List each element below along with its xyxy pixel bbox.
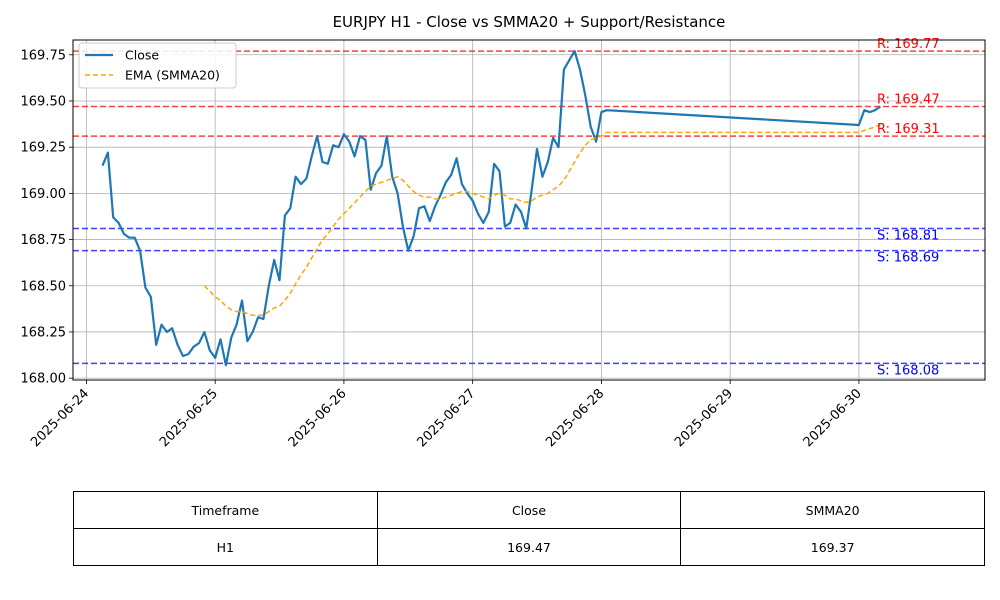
series-line-ema bbox=[203, 124, 881, 317]
legend-box bbox=[78, 42, 237, 89]
y-tick-label: 168.00 bbox=[21, 372, 67, 387]
y-tick-label: 168.25 bbox=[21, 325, 67, 340]
resistance-label: R: 169.77 bbox=[877, 37, 940, 52]
chart: EURJPY H1 - Close vs SMMA20 + Support/Re… bbox=[21, 13, 986, 450]
legend: Close EMA (SMMA20) bbox=[78, 42, 237, 89]
legend-label: Close bbox=[125, 48, 159, 63]
series-line-close bbox=[101, 49, 882, 367]
x-tick-label: 2025-06-30 bbox=[801, 386, 865, 450]
support-resistance-levels bbox=[73, 50, 985, 365]
axes: 168.00 168.25 168.50 168.75 169.00 169.25 169.… bbox=[21, 39, 986, 450]
support-label: S: 168.81 bbox=[877, 228, 939, 243]
table-header-cell: Close bbox=[376, 491, 682, 529]
table-header-row: Timeframe Close SMMA20 bbox=[73, 491, 985, 529]
table-header-cell: Timeframe bbox=[73, 491, 378, 529]
x-tick-label: 2025-06-24 bbox=[28, 386, 92, 450]
table-cell: 169.37 bbox=[680, 528, 985, 566]
plot-frame bbox=[72, 39, 986, 381]
chart-title: EURJPY H1 - Close vs SMMA20 + Support/Re… bbox=[333, 13, 726, 31]
support-label: S: 168.08 bbox=[877, 363, 939, 378]
y-tick-label: 169.00 bbox=[21, 187, 67, 202]
table-row: H1 169.47 169.37 bbox=[73, 528, 985, 566]
support-label: S: 168.69 bbox=[877, 251, 939, 266]
y-tick-label: 168.75 bbox=[21, 233, 67, 248]
x-tick-label: 2025-06-29 bbox=[672, 386, 736, 450]
y-tick-label: 169.50 bbox=[21, 94, 67, 109]
legend-label: EMA (SMMA20) bbox=[125, 68, 220, 83]
resistance-label: R: 169.47 bbox=[877, 93, 940, 108]
table-header-cell: SMMA20 bbox=[680, 491, 985, 529]
y-tick-label: 169.75 bbox=[21, 48, 67, 63]
x-tick-label: 2025-06-26 bbox=[286, 386, 350, 450]
x-tick-label: 2025-06-28 bbox=[543, 386, 607, 450]
table-cell: 169.47 bbox=[376, 528, 682, 566]
y-tick-label: 168.50 bbox=[21, 279, 67, 294]
summary-table: Timeframe Close SMMA20 H1 169.47 169.37 bbox=[73, 491, 985, 566]
resistance-label: R: 169.31 bbox=[877, 122, 940, 137]
series-lines bbox=[101, 49, 882, 367]
x-tick-label: 2025-06-25 bbox=[157, 386, 221, 450]
x-tick-label: 2025-06-27 bbox=[414, 386, 478, 450]
level-labels: R: 169.77 R: 169.47 R: 169.31 S: 168.81 S: 1… bbox=[877, 37, 940, 378]
grid bbox=[73, 40, 985, 380]
y-tick-label: 169.25 bbox=[21, 141, 67, 156]
table-cell: H1 bbox=[73, 528, 378, 566]
